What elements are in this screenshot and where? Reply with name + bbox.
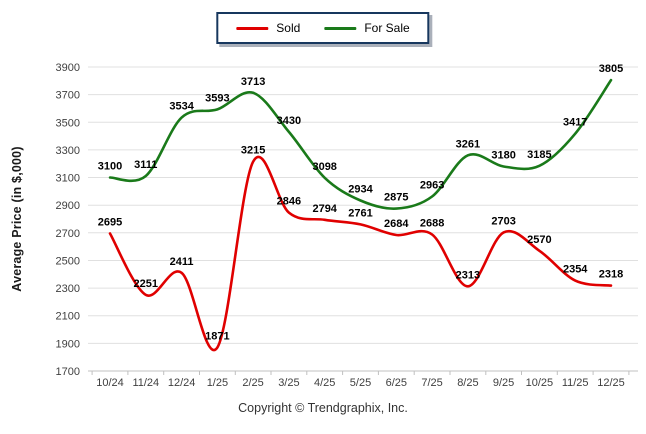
sold-line xyxy=(108,155,613,352)
data-label: 3180 xyxy=(491,150,515,162)
data-label: 2684 xyxy=(384,218,409,230)
x-tick-label: 12/24 xyxy=(168,377,196,389)
x-tick-label: 8/25 xyxy=(457,377,478,389)
x-tick-label: 5/25 xyxy=(350,377,371,389)
legend-item-sold: Sold xyxy=(236,21,300,35)
data-label: 3215 xyxy=(241,145,265,157)
x-tick-label: 11/25 xyxy=(562,377,589,389)
y-tick-label: 2100 xyxy=(56,311,80,323)
data-label: 3417 xyxy=(563,117,587,129)
data-label: 3430 xyxy=(277,115,301,127)
y-tick-label: 1900 xyxy=(56,338,80,350)
y-tick-label: 2300 xyxy=(56,283,80,295)
x-tick-label: 6/25 xyxy=(386,377,407,389)
x-tick-label: 10/24 xyxy=(96,377,124,389)
data-label: 3185 xyxy=(527,149,551,161)
data-label: 3534 xyxy=(169,101,194,113)
data-label: 3713 xyxy=(241,76,265,88)
x-tick-label: 12/25 xyxy=(597,377,625,389)
data-label: 2251 xyxy=(134,278,158,290)
data-label: 3098 xyxy=(312,161,336,173)
x-tick-label: 1/25 xyxy=(207,377,228,389)
copyright-text: Copyright © Trendgraphix, Inc. xyxy=(238,401,408,415)
chart-legend: Sold For Sale xyxy=(216,12,430,44)
x-tick-label: 3/25 xyxy=(278,377,299,389)
data-label: 3111 xyxy=(134,159,157,171)
data-label: 1871 xyxy=(205,330,229,342)
x-tick-label: 2/25 xyxy=(242,377,263,389)
data-label: 2313 xyxy=(456,269,480,281)
x-tick-label: 10/25 xyxy=(526,377,554,389)
data-label: 2354 xyxy=(563,264,588,276)
y-tick-label: 3300 xyxy=(56,145,80,157)
y-tick-label: 1700 xyxy=(56,366,80,378)
y-tick-label: 2500 xyxy=(56,256,80,268)
y-tick-label: 3500 xyxy=(56,117,80,129)
x-tick-label: 4/25 xyxy=(314,377,335,389)
x-tick-label: 11/24 xyxy=(132,377,159,389)
data-label: 2963 xyxy=(420,180,444,192)
data-label: 2688 xyxy=(420,218,444,230)
data-label: 2761 xyxy=(348,207,372,219)
data-label: 3100 xyxy=(98,161,122,173)
data-label: 2411 xyxy=(170,256,194,268)
x-tick-label: 7/25 xyxy=(421,377,442,389)
y-tick-label: 3900 xyxy=(56,62,80,74)
legend-item-for-sale: For Sale xyxy=(324,21,410,35)
data-label: 2695 xyxy=(98,217,122,229)
y-tick-label: 3100 xyxy=(56,173,80,185)
data-label: 2703 xyxy=(491,215,515,227)
y-tick-label: 2700 xyxy=(56,228,80,240)
for-sale-line-swatch xyxy=(324,26,357,30)
data-label: 2934 xyxy=(348,184,373,196)
legend-label-for-sale: For Sale xyxy=(364,21,410,35)
data-label: 2846 xyxy=(277,196,301,208)
y-tick-label: 2900 xyxy=(56,200,80,212)
data-label: 2318 xyxy=(599,269,623,281)
legend-label-sold: Sold xyxy=(276,21,301,35)
sold-line-swatch xyxy=(236,26,269,30)
data-label: 2875 xyxy=(384,192,408,204)
data-label: 2794 xyxy=(312,203,337,215)
data-label: 3593 xyxy=(205,92,229,104)
data-label: 3261 xyxy=(456,138,480,150)
x-tick-label: 9/25 xyxy=(493,377,514,389)
y-tick-label: 3700 xyxy=(56,90,80,102)
for-sale-line xyxy=(108,78,613,210)
data-label: 2570 xyxy=(527,234,551,246)
data-label: 3805 xyxy=(599,63,623,75)
